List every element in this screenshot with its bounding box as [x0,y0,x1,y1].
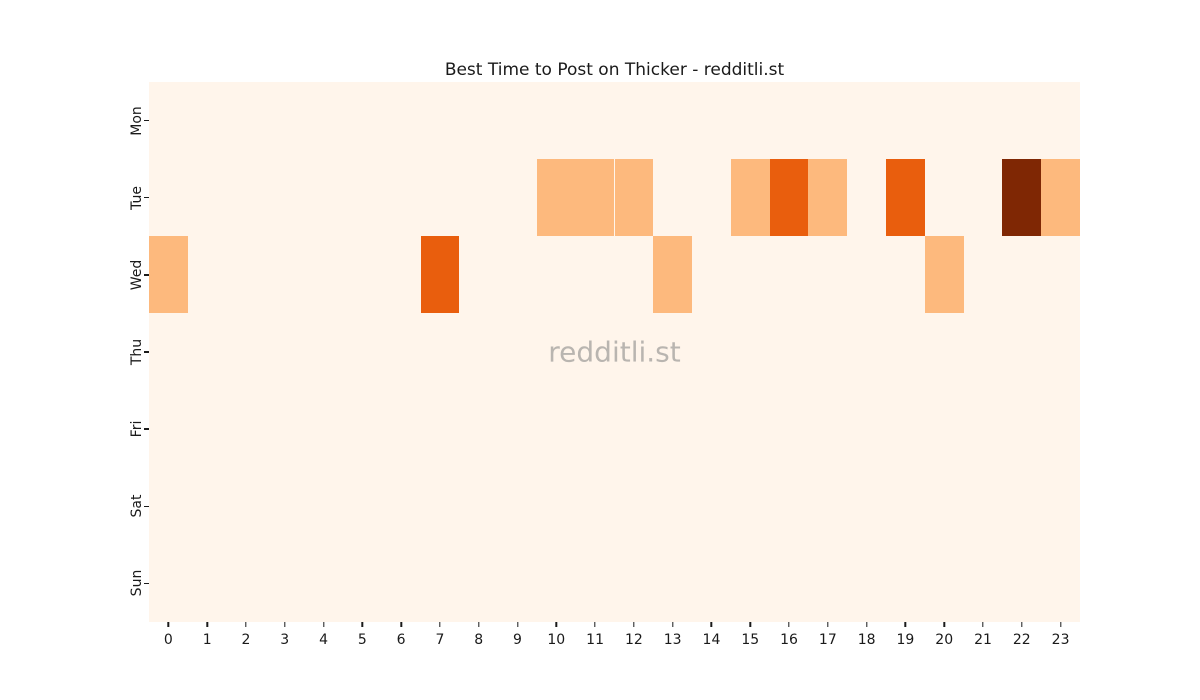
watermark-text: redditli.st [548,335,681,369]
x-tick [478,622,480,627]
x-tick-label: 19 [896,632,915,648]
chart-title: Best Time to Post on Thicker - redditli.… [444,60,785,80]
x-tick-label: 20 [935,632,954,648]
y-tick [144,197,149,199]
x-tick [594,622,596,627]
x-tick-label: 12 [624,632,643,648]
x-tick [865,622,868,627]
x-tick [982,622,984,627]
x-tick [245,622,247,627]
x-tick-label: 17 [818,632,837,648]
heatmap-cell [653,236,693,314]
x-tick [439,622,441,627]
y-tick [144,582,149,585]
x-tick [167,622,170,627]
x-tick [555,622,558,627]
x-tick [827,622,829,627]
heatmap-cell [1041,159,1080,237]
x-tick-label: 8 [474,632,484,648]
x-tick-label: 9 [513,632,522,648]
x-tick [710,622,713,627]
x-tick [749,622,751,627]
heatmap-cell [575,159,615,237]
x-tick-label: 4 [319,632,329,648]
heatmap-cell [536,159,576,237]
x-tick-label: 23 [1051,632,1070,648]
x-tick-label: 10 [547,632,566,648]
x-tick-label: 14 [702,632,721,648]
x-tick-label: 18 [857,632,876,648]
y-tick [144,505,149,507]
x-tick-label: 3 [280,632,290,648]
x-tick [206,622,208,627]
x-tick [943,622,945,627]
y-tick [144,119,149,122]
y-tick [144,428,149,430]
heatmap-cell [808,159,848,237]
x-tick [788,622,790,627]
x-tick [322,622,325,627]
x-tick [516,622,519,627]
x-tick [671,622,674,627]
x-tick-label: 21 [974,632,992,648]
x-tick [400,622,402,627]
y-tick [144,274,149,276]
heatmap-cell [420,236,460,314]
heatmap-cell [924,236,964,314]
x-tick [904,622,907,627]
heatmap-cell [614,159,654,237]
y-axis: Mon Tue Wed Thu Fri Sat Sun [0,82,149,622]
heatmap-cell [886,159,925,237]
heatmap-cell [1002,159,1042,237]
x-tick-label: 22 [1012,632,1031,648]
heatmap-cell [730,159,770,237]
x-tick-label: 15 [741,632,760,648]
x-tick-label: 6 [396,632,406,648]
x-tick [361,622,364,627]
x-tick [284,622,286,627]
x-tick-label: 11 [586,632,605,648]
x-tick-label: 1 [202,632,212,648]
x-tick [633,622,635,627]
x-tick-label: 5 [357,632,367,648]
x-tick-label: 16 [780,632,798,648]
x-tick-label: 0 [163,632,173,648]
x-axis: 0 1 2 3 4 5 6 7 8 9 10 11 12 13 14 15 16 17 18 19 20 21 22 23 [149,622,1080,667]
x-tick-label: 13 [663,632,682,648]
x-tick-label: 7 [435,632,445,648]
plot-area: redditli.st [149,82,1080,622]
x-tick [1059,622,1062,627]
heatmap-cell [769,159,809,237]
x-tick-label: 2 [241,632,251,648]
x-tick [1021,622,1023,627]
heatmap-cell [149,236,188,314]
y-tick [144,351,149,353]
